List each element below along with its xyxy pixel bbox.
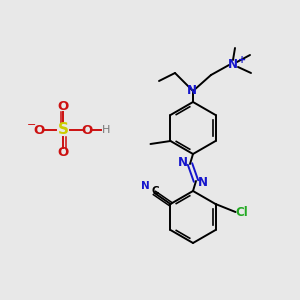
Text: C: C	[152, 186, 159, 196]
Text: N: N	[141, 181, 150, 191]
Text: O: O	[57, 146, 69, 160]
Text: S: S	[58, 122, 68, 137]
Text: O: O	[81, 124, 93, 136]
Text: N: N	[178, 157, 188, 169]
Text: H: H	[102, 125, 110, 135]
Text: O: O	[57, 100, 69, 113]
Text: Cl: Cl	[235, 206, 248, 218]
Text: N: N	[187, 83, 197, 97]
Text: +: +	[238, 55, 246, 65]
Text: −: −	[27, 120, 37, 130]
Text: O: O	[33, 124, 45, 136]
Text: N: N	[228, 58, 238, 71]
Text: N: N	[198, 176, 208, 188]
